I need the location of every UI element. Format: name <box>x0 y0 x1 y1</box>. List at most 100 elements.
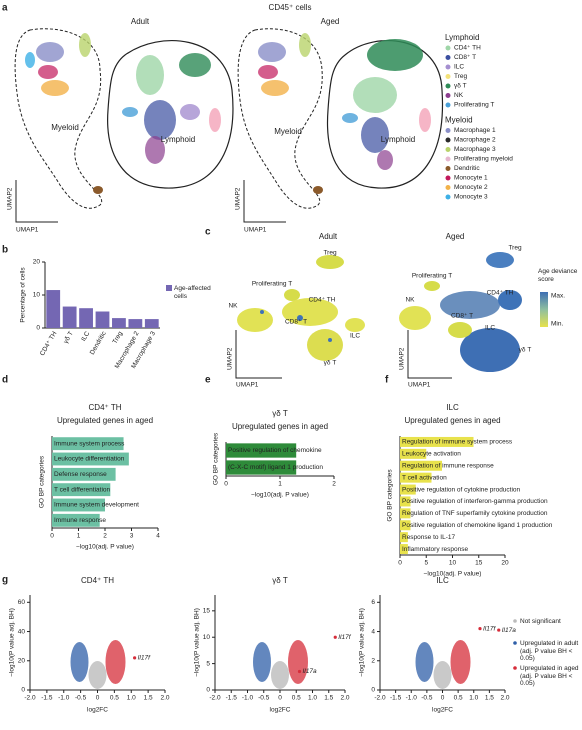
chart-title: CD4⁺ TH <box>81 576 114 585</box>
panel-letter: f <box>385 375 389 386</box>
cluster-label: ILC <box>350 333 360 340</box>
chart-title: γδ T <box>272 576 288 585</box>
cluster-label: CD4⁺ TH <box>487 290 514 297</box>
region-label: Myeloid <box>51 123 79 132</box>
gene-point <box>497 628 501 632</box>
legend-swatch <box>445 175 451 181</box>
umap-title: Aged <box>446 232 465 241</box>
gene-label: Il17a <box>303 668 317 675</box>
axis-label: UMAP2 <box>7 187 14 210</box>
legend-label: CD4⁺ TH <box>454 45 481 52</box>
bar <box>52 437 124 451</box>
x-tick-label: 3 <box>130 533 134 540</box>
category-label: Positive regulation of interferon-gamma … <box>402 498 548 505</box>
gene-label: Il17a <box>502 627 516 634</box>
axis-label: UMAP1 <box>408 382 431 389</box>
chart-subtitle: Upregulated genes in aged <box>57 416 153 425</box>
x-tick-label: 0 <box>224 481 228 488</box>
x-tick-label: -1.5 <box>390 695 402 702</box>
cloud-adult <box>415 642 434 682</box>
x-tick-label: 1 <box>77 533 81 540</box>
bar <box>128 319 143 328</box>
legend-swatch <box>445 45 451 51</box>
legend-swatch <box>445 74 451 79</box>
volcano-legend: Not significant <box>520 618 561 625</box>
bar <box>400 508 411 519</box>
legend-swatch <box>445 55 451 60</box>
category-label: Regulation of immune response <box>402 462 494 469</box>
region-label: Lymphoid <box>381 135 415 144</box>
x-tick-label: 2.0 <box>160 695 169 702</box>
x-tick-label: 0 <box>398 560 402 567</box>
chart-subtitle: Upregulated genes in aged <box>232 422 328 431</box>
umap-title: Adult <box>131 17 150 26</box>
x-tick-label: 0 <box>96 695 100 702</box>
legend-label: ILC <box>454 64 464 71</box>
category-label: (C-X-C motif) ligand 1 production <box>228 464 323 471</box>
x-tick-label: 1.5 <box>144 695 153 702</box>
category-label: Leukocyte activation <box>402 451 461 458</box>
y-tick-label: 0 <box>371 687 375 694</box>
umap-adult <box>14 28 234 209</box>
legend-swatch <box>445 128 451 133</box>
x-tick-label: 1.5 <box>485 695 494 702</box>
umap-title: Adult <box>319 232 338 241</box>
cluster-label: Proliferating T <box>252 281 292 288</box>
category-label: Regulation of TNF superfamily cytokine p… <box>402 510 548 517</box>
gene-label: Il17f <box>483 625 496 632</box>
bar <box>52 467 116 481</box>
x-tick-label: -1.5 <box>226 695 238 702</box>
cluster-label: CD8⁺ T <box>285 319 307 326</box>
legend-swatch <box>513 619 517 623</box>
x-tick-label: 0.5 <box>454 695 463 702</box>
cloud-aged <box>288 640 308 684</box>
axis-title: −log10(P value adj. BH) <box>359 608 366 677</box>
category-label: T cell differentiation <box>54 486 111 493</box>
cluster-label: NK <box>405 297 415 304</box>
legend-label: Macrophage 2 <box>454 137 496 144</box>
legend-label: Macrophage 3 <box>454 146 496 153</box>
axis-title: GO BP categories <box>213 432 220 485</box>
bar <box>95 311 110 328</box>
legend-label: Age-affected cells <box>174 285 211 300</box>
category-label: Positive regulation of cytokine producti… <box>402 486 521 493</box>
legend-swatch <box>445 93 451 98</box>
colorbar <box>540 292 548 327</box>
bar <box>226 460 297 475</box>
legend-swatch <box>445 64 451 70</box>
legend-swatch <box>445 137 451 143</box>
y-tick-label: 10 <box>203 634 211 641</box>
umap-axes <box>235 330 452 379</box>
category-label: Response to IL-17 <box>402 534 456 541</box>
panel-letter: e <box>205 375 211 386</box>
x-tick-label: 0.5 <box>110 695 119 702</box>
cloud-aged <box>105 640 126 684</box>
panel-letter: b <box>2 245 8 256</box>
x-tick-label: 1.0 <box>127 695 136 702</box>
bar <box>400 496 411 507</box>
x-tick-label: 2 <box>332 481 336 488</box>
category-label: Immune system process <box>54 440 125 447</box>
x-tick-label: 2 <box>103 533 107 540</box>
x-tick-label: -0.5 <box>258 695 270 702</box>
bar <box>79 308 93 328</box>
axis-title: log2FC <box>87 707 108 714</box>
x-tick-label: 2.0 <box>340 695 349 702</box>
legend-label: CD8⁺ T <box>454 54 476 61</box>
cloud-ns <box>271 661 289 689</box>
cluster-label: NK <box>228 303 238 310</box>
bar <box>62 306 77 328</box>
cluster-label: Treg <box>323 250 337 257</box>
axis-title: GO BP categories <box>39 455 46 508</box>
legend-swatch <box>445 102 451 108</box>
cloud-ns <box>88 661 107 689</box>
gene-point <box>478 627 482 631</box>
x-tick-label: -0.5 <box>75 695 87 702</box>
legend-swatch <box>445 166 451 171</box>
category-label: Positive regulation of chemokine ligand … <box>402 522 553 529</box>
legend-swatch <box>445 185 451 190</box>
x-tick-label: 4 <box>156 533 160 540</box>
x-tick-label: ILC <box>80 330 91 343</box>
legend-swatch <box>166 285 172 291</box>
